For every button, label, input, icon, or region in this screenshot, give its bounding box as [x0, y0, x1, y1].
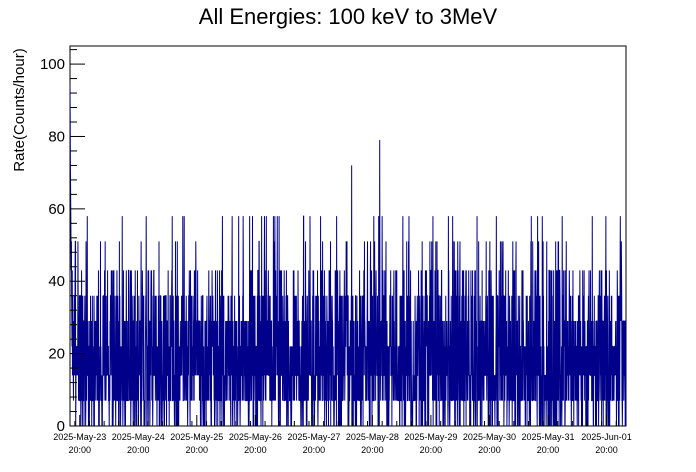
- x-tick-date: 2025-May-25: [170, 432, 223, 442]
- x-tick-date: 2025-May-30: [463, 432, 516, 442]
- y-tick-label: 20: [48, 346, 65, 363]
- x-axis: 2025-May-23 20:00 2025-May-24 20:00 2025-May…: [53, 415, 632, 455]
- y-tick-label: 0: [57, 418, 65, 435]
- y-axis: 0 20 40 60 80 100: [40, 49, 85, 435]
- x-tick-date: 2025-May-28: [346, 432, 399, 442]
- x-tick-time: 20:00: [186, 445, 209, 455]
- chart-title: All Energies: 100 keV to 3MeV: [199, 4, 498, 29]
- x-tick-date: 2025-May-24: [112, 432, 165, 442]
- x-tick-date: 2025-May-27: [287, 432, 340, 442]
- x-tick-date: 2025-May-23: [53, 432, 106, 442]
- y-tick-label: 60: [48, 201, 65, 218]
- x-tick-time: 20:00: [244, 445, 267, 455]
- y-tick-label: 80: [48, 128, 65, 145]
- x-tick-time: 20:00: [303, 445, 326, 455]
- x-tick-time: 20:00: [595, 445, 618, 455]
- y-tick-label: 40: [48, 273, 65, 290]
- x-tick-time: 20:00: [127, 445, 150, 455]
- x-tick-date: 2025-May-31: [521, 432, 574, 442]
- x-tick-date: 2025-May-29: [404, 432, 457, 442]
- y-axis-label: Rate(Counts/hour): [11, 48, 28, 171]
- y-tick-label: 100: [40, 56, 65, 73]
- x-tick-time: 20:00: [420, 445, 443, 455]
- x-tick-time: 20:00: [361, 445, 384, 455]
- rate-series-line: [69, 85, 627, 427]
- x-tick-date: 2025-Jun-01: [581, 432, 632, 442]
- x-tick-date: 2025-May-26: [229, 432, 282, 442]
- x-tick-time: 20:00: [68, 445, 91, 455]
- x-tick-time: 20:00: [537, 445, 560, 455]
- x-tick-time: 20:00: [478, 445, 501, 455]
